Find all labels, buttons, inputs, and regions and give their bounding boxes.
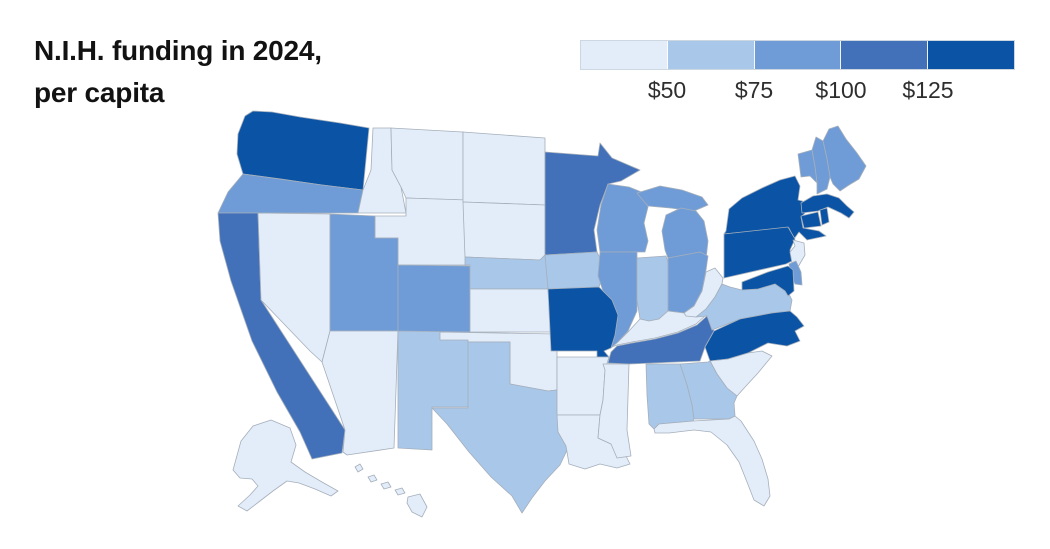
legend-swatch-5 [928,41,1014,69]
state-sd [462,201,546,261]
state-mi [636,185,709,212]
state-ri [819,207,830,226]
state-or [217,173,364,214]
state-ak [232,419,339,512]
state-nd [462,131,546,206]
state-ia [544,251,605,290]
state-ma [800,193,855,219]
legend-swatch-1 [581,41,668,69]
state-wi [596,183,649,253]
legend-tick-50: $50 [647,77,687,103]
state-fl [653,415,771,507]
legend-swatch-4 [841,41,929,69]
state-vt [797,149,818,184]
legend-swatch-bar [580,40,1015,70]
state-hi [394,487,406,496]
state-ks [469,288,552,333]
state-ms [597,363,632,459]
state-in [636,255,669,322]
legend-tick-75: $75 [734,77,774,103]
legend-swatch-3 [754,41,842,69]
state-co [397,264,471,333]
legend-swatch-2 [667,41,755,69]
color-legend: $50 $75 $100 $125 [580,40,1015,105]
state-ar [556,356,610,416]
chart-title-line-1: N.I.H. funding in 2024, [34,35,322,66]
state-me [822,125,867,192]
legend-tick-125: $125 [902,77,954,103]
state-mt [390,127,464,201]
state-md [741,265,795,297]
state-ne [464,254,549,290]
state-hi [380,481,392,490]
legend-tick-100: $100 [815,77,867,103]
state-hi [406,493,428,518]
state-hi [354,463,364,473]
state-hi [367,474,378,483]
state-az [321,330,399,456]
chart-title: N.I.H. funding in 2024, per capita [34,30,454,114]
legend-tick-labels: $50 $75 $100 $125 [580,77,1015,105]
chart-title-line-2: per capita [34,77,165,108]
state-ct [800,211,822,229]
state-tx [431,341,570,514]
